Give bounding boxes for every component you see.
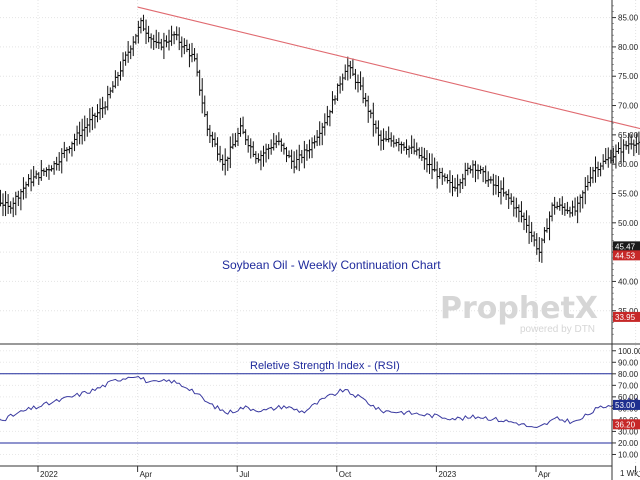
rsi-line (0, 375, 640, 429)
price-trendline (137, 6, 640, 130)
price-badge: 44.53 (613, 250, 640, 261)
x-tick-label: 2023 (438, 470, 456, 479)
rsi-y-tick-label: 80.00 (618, 370, 639, 379)
rsi-badge-bg (613, 419, 640, 430)
x-axis: 2022AprJulOct2023AprJulOct2024AprJulOct (37, 466, 640, 479)
price-y-tick-label: 50.00 (618, 219, 639, 228)
price-y-tick-label: 70.00 (618, 102, 639, 111)
price-y-axis: 35.0040.0045.0050.0055.0060.0065.0070.00… (612, 5, 639, 335)
price-y-tick-label: 60.00 (618, 160, 639, 169)
price-y-tick-label: 75.00 (618, 72, 639, 81)
x-tick-label: Jul (239, 470, 249, 479)
price-badge-bg (613, 250, 640, 261)
rsi-y-tick-label: 90.00 (618, 358, 639, 367)
x-tick-label: 2022 (40, 470, 58, 479)
rsi-y-tick-label: 100.00 (618, 347, 640, 356)
price-badge-label: 33.95 (615, 313, 636, 322)
price-y-tick-label: 55.00 (618, 189, 639, 198)
price-badge-label: 44.53 (615, 251, 636, 260)
x-tick-label: Jul (638, 470, 640, 479)
rsi-badge: 36.20 (613, 419, 640, 430)
rsi-y-tick-label: 60.00 (618, 393, 639, 402)
rsi-y-tick-label: 70.00 (618, 381, 639, 390)
prophetx-watermark: ProphetX powered by DTN (440, 291, 598, 335)
rsi-y-tick-label: 10.00 (618, 450, 639, 459)
rsi-badge-label: 53.00 (615, 401, 636, 410)
rsi-reference-lines (0, 373, 612, 444)
rsi-title: Reletive Strength Index - (RSI) (250, 360, 400, 372)
price-badge-bg (613, 241, 640, 252)
x-tick-label: Apr (140, 470, 153, 479)
price-gridlines (0, 0, 637, 343)
price-badge: 33.95 (613, 311, 640, 322)
ohlc-bar (621, 139, 626, 163)
price-y-tick-label: 65.00 (618, 131, 639, 140)
price-y-tick-label: 80.00 (618, 43, 639, 52)
watermark-brand: ProphetX (440, 291, 598, 326)
rsi-badge: 53.00 (613, 399, 640, 410)
rsi-y-tick-label: 30.00 (618, 427, 639, 436)
rsi-series (0, 375, 640, 429)
price-y-tick-label: 85.00 (618, 14, 639, 23)
price-bars (0, 14, 640, 263)
watermark-tagline: powered by DTN (520, 324, 595, 335)
price-y-tick-label: 40.00 (618, 277, 639, 286)
price-badge-label: 45.47 (615, 242, 636, 251)
rsi-badges: 53.00 36.20 (613, 399, 640, 430)
price-trendlines (137, 6, 640, 130)
price-panel: ProphetX powered by DTN Soybean Oil - We… (0, 0, 640, 343)
price-badge-bg (613, 311, 640, 322)
x-tick-label: Apr (538, 470, 551, 479)
x-tick-label: Oct (339, 470, 352, 479)
price-badge: 45.47 (613, 241, 640, 252)
timeframe-label: 1 Wk (620, 469, 639, 478)
price-chart-title: Soybean Oil - Weekly Continuation Chart (222, 258, 441, 272)
rsi-badge-bg (613, 399, 640, 410)
ohlc-bar (619, 137, 624, 163)
rsi-badge-label: 36.20 (615, 420, 636, 429)
rsi-panel: Reletive Strength Index - (RSI) 10.00 20.… (0, 345, 640, 466)
price-y-tick-label: 35.00 (618, 307, 639, 316)
rsi-y-tick-label: 20.00 (618, 439, 639, 448)
price-plot-area (0, 0, 612, 343)
